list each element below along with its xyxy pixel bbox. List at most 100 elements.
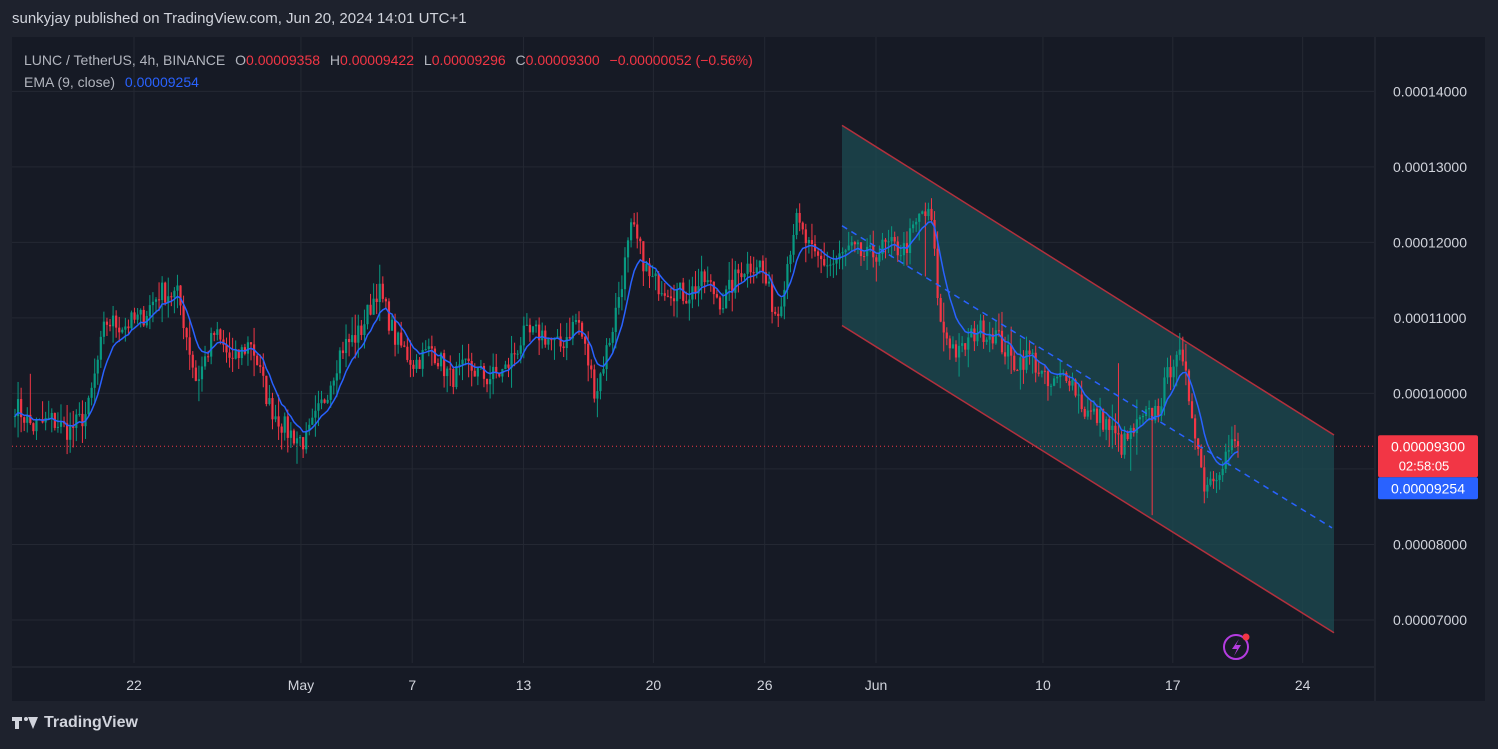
ema-label[interactable]: EMA (9, close) — [24, 74, 116, 90]
candle-body — [547, 338, 550, 345]
candle-body — [1181, 349, 1184, 362]
candle-body — [942, 321, 945, 333]
candle-body — [332, 380, 335, 386]
candle-body — [718, 297, 722, 310]
candle-body — [675, 289, 679, 302]
candle-body — [111, 315, 115, 327]
candle-body — [1203, 467, 1206, 492]
candle-body — [731, 279, 734, 293]
price-tick-label: 0.00007000 — [1393, 612, 1467, 628]
channel-midline-dashed — [841, 225, 1333, 529]
candle-body — [268, 398, 271, 405]
candle-body — [1000, 330, 1004, 353]
candle-body — [961, 343, 964, 346]
chart-legend: LUNC / TetherUS, 4h, BINANCE O0.00009358… — [24, 49, 753, 93]
candle-body — [522, 325, 525, 346]
candle-body — [820, 255, 823, 260]
candle-body — [562, 346, 565, 349]
candle-body — [173, 290, 176, 298]
open-value: 0.00009358 — [246, 52, 321, 68]
candle-body — [256, 355, 259, 366]
candle-body — [878, 253, 881, 262]
time-tick-label: 24 — [1295, 677, 1311, 693]
candle-body — [541, 330, 544, 341]
candle-body — [617, 297, 620, 308]
candle-body — [697, 286, 700, 294]
candle-body — [580, 322, 584, 337]
candle-body — [1010, 344, 1013, 356]
candle-body — [13, 416, 17, 418]
candle-body — [593, 369, 596, 399]
candle-body — [633, 222, 636, 225]
candle-body — [1221, 468, 1224, 476]
candle-body — [712, 281, 715, 295]
time-tick-label: 10 — [1035, 677, 1051, 693]
candle-body — [657, 273, 660, 295]
symbol-label[interactable]: LUNC / TetherUS, 4h, BINANCE — [24, 52, 226, 68]
candle-body — [945, 332, 948, 339]
candle-body — [568, 337, 571, 339]
candle-body — [1071, 379, 1074, 386]
candle-body — [737, 269, 740, 274]
change-value: −0.00000052 (−0.56%) — [609, 52, 753, 68]
candle-body — [415, 359, 418, 369]
candle-body — [338, 350, 342, 374]
low-label: L — [423, 52, 432, 68]
candle-body — [823, 259, 826, 266]
candle-body — [764, 272, 768, 284]
candle-body — [277, 416, 280, 427]
candle-body — [709, 280, 712, 282]
candle-body — [286, 416, 289, 438]
candle-body — [1114, 425, 1117, 434]
candle-body — [590, 365, 593, 370]
candle-body — [461, 359, 464, 365]
candle-body — [1157, 405, 1160, 416]
candle-body — [626, 240, 630, 258]
candle-body — [1083, 409, 1086, 417]
candle-body — [16, 399, 20, 417]
flash-icon[interactable] — [1223, 633, 1250, 660]
candle-body — [899, 255, 902, 257]
candle-body — [571, 321, 574, 339]
price-tags: 0.00009300 02:58:05 0.00009254 — [1378, 435, 1478, 500]
candle-body — [813, 243, 817, 252]
candle-body — [792, 234, 795, 255]
candle-body — [896, 241, 899, 256]
time-axis: 22 May 7 13 20 26 Jun 10 17 24 — [12, 666, 1374, 693]
candle-body — [127, 326, 130, 329]
candle-body — [1003, 352, 1007, 357]
flash-icon-dot — [1242, 633, 1250, 641]
candle-body — [970, 328, 973, 338]
candle-body — [783, 289, 786, 307]
candle-body — [988, 334, 991, 340]
candle-body — [525, 324, 528, 326]
candle-body — [964, 343, 967, 350]
candle-body — [207, 356, 210, 358]
candle-body — [715, 294, 719, 298]
candle-body — [1068, 380, 1071, 386]
candle-body — [1151, 407, 1154, 421]
candle-body — [795, 212, 798, 235]
candle-body — [139, 309, 142, 315]
candle-body — [663, 293, 666, 296]
ohlc-row: LUNC / TetherUS, 4h, BINANCE O0.00009358… — [24, 49, 753, 71]
candle-body — [767, 281, 771, 284]
candle-body — [1034, 352, 1037, 373]
candle-body — [1043, 370, 1046, 372]
candle-body — [528, 324, 532, 333]
candle-body — [311, 417, 314, 425]
candle-body — [23, 417, 26, 423]
time-tick-label: May — [288, 677, 314, 693]
candle-body — [219, 329, 222, 340]
candle-body — [1123, 433, 1126, 455]
candle-body — [933, 219, 936, 249]
candle-body — [1016, 370, 1019, 372]
close-value: 0.00009300 — [525, 52, 600, 68]
candle-body — [430, 346, 433, 349]
brand-footer[interactable]: TradingView — [12, 714, 138, 732]
candle-body — [387, 301, 391, 331]
candle-body — [1126, 433, 1129, 440]
chart-frame[interactable] — [12, 37, 1485, 701]
candle-body — [121, 329, 124, 333]
